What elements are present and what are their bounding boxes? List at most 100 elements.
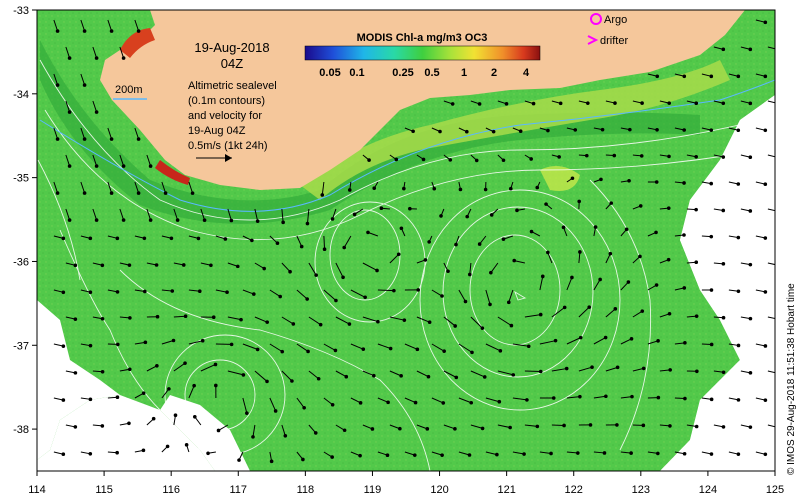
velocity-arrow-head: [235, 264, 240, 269]
velocity-arrow-head: [776, 209, 780, 213]
velocity-arrow: [389, 370, 402, 377]
velocity-arrow-head: [281, 220, 285, 225]
velocity-arrow: [281, 262, 291, 273]
velocity-arrow-head: [206, 451, 210, 456]
velocity-arrow: [200, 208, 206, 221]
velocity-arrow-head: [491, 129, 496, 134]
velocity-arrow-head: [453, 324, 457, 328]
velocity-arrow: [470, 316, 483, 329]
velocity-arrow: [566, 396, 580, 399]
velocity-arrow-head: [358, 453, 362, 458]
velocity-arrow-head: [602, 451, 607, 455]
velocity-arrow-head: [736, 343, 741, 348]
velocity-arrow-head: [367, 158, 371, 162]
velocity-arrow-head: [265, 320, 269, 324]
velocity-arrow: [593, 337, 606, 345]
velocity-arrow: [269, 397, 277, 412]
velocity-arrow: [377, 289, 394, 292]
velocity-arrow-head: [748, 371, 753, 375]
velocity-arrow-head: [615, 423, 619, 427]
velocity-arrow-head: [615, 365, 620, 370]
info-line-1: Altimetric sealevel: [188, 80, 277, 92]
velocity-arrow-head: [682, 181, 686, 185]
velocity-arrow: [443, 424, 456, 430]
velocity-arrow-head: [386, 400, 390, 405]
velocity-arrow: [242, 397, 248, 414]
velocity-arrow-head: [61, 290, 66, 295]
velocity-arrow-head: [682, 286, 687, 290]
velocity-arrow: [767, 100, 775, 104]
x-tick-label: 122: [565, 484, 583, 496]
x-tick-label: 125: [766, 484, 784, 496]
velocity-arrow: [146, 208, 152, 221]
velocity-arrow-head: [603, 335, 608, 340]
velocity-arrow-head: [61, 398, 66, 402]
velocity-arrow: [593, 395, 606, 399]
velocity-arrow-head: [184, 443, 189, 447]
velocity-arrow-head: [682, 233, 686, 237]
velocity-arrow-head: [121, 56, 126, 60]
velocity-arrow-head: [211, 315, 216, 320]
velocity-arrow-head: [398, 426, 402, 431]
velocity-arrow-head: [265, 379, 269, 384]
velocity-arrow: [65, 46, 71, 59]
velocity-arrow-head: [736, 182, 741, 186]
velocity-arrow-head: [482, 375, 487, 379]
velocity-arrow-head: [509, 323, 514, 328]
velocity-arrow-head: [586, 101, 590, 105]
velocity-arrow-head: [313, 431, 318, 435]
velocity-arrow-head: [252, 292, 256, 296]
velocity-arrow-head: [88, 290, 93, 294]
velocity-arrow-head: [544, 202, 548, 206]
velocity-arrow: [497, 370, 514, 376]
velocity-arrow: [566, 451, 578, 454]
velocity-arrow: [296, 343, 309, 352]
colorbar-tick-label: 0.1: [349, 67, 364, 79]
x-tick-label: 121: [497, 484, 515, 496]
velocity-arrow-head: [535, 424, 540, 429]
velocity-arrow-head: [273, 409, 278, 413]
velocity-arrow: [767, 154, 775, 158]
velocity-arrow: [362, 262, 378, 271]
velocity-arrow-head: [333, 348, 338, 353]
velocity-arrow-head: [748, 209, 753, 213]
velocity-arrow-head: [495, 452, 499, 457]
velocity-arrow-head: [171, 338, 176, 343]
velocity-arrow-head: [385, 453, 390, 457]
velocity-arrow-head: [109, 191, 114, 195]
velocity-arrow-head: [143, 340, 148, 345]
velocity-arrow: [547, 252, 553, 264]
velocity-arrow-head: [250, 238, 254, 243]
velocity-arrow-head: [154, 263, 159, 267]
velocity-arrow-head: [656, 339, 660, 343]
velocity-arrow-head: [640, 309, 645, 313]
velocity-arrow: [92, 154, 98, 167]
y-tick-label: -33: [13, 5, 29, 17]
velocity-arrow: [512, 397, 527, 401]
velocity-arrow-head: [709, 181, 714, 186]
date-label: 19-Aug-2018: [194, 40, 269, 55]
velocity-arrow: [161, 340, 174, 345]
velocity-arrow-head: [682, 451, 687, 456]
velocity-arrow: [254, 370, 268, 382]
velocity-arrow: [551, 368, 567, 372]
velocity-arrow: [321, 181, 325, 196]
x-tick-label: 123: [632, 484, 650, 496]
y-tick-label: -35: [13, 173, 29, 185]
velocity-arrow: [92, 100, 98, 113]
velocity-arrow-head: [694, 101, 699, 106]
velocity-arrow: [119, 46, 125, 59]
velocity-arrow-head: [141, 391, 146, 396]
velocity-arrow: [107, 127, 113, 140]
velocity-arrow: [308, 316, 321, 326]
velocity-arrow: [389, 316, 405, 321]
velocity-arrow-head: [245, 411, 249, 415]
velocity-arrow: [485, 397, 500, 403]
credit-block: © IMOS 29-Aug-2018 11:51:38 Hobart time: [786, 283, 797, 475]
velocity-arrow: [767, 208, 775, 212]
velocity-arrow: [92, 208, 98, 221]
velocity-arrow-head: [600, 127, 605, 132]
velocity-arrow-head: [88, 397, 93, 402]
velocity-arrow-head: [638, 254, 642, 259]
velocity-arrow-head: [694, 314, 699, 318]
